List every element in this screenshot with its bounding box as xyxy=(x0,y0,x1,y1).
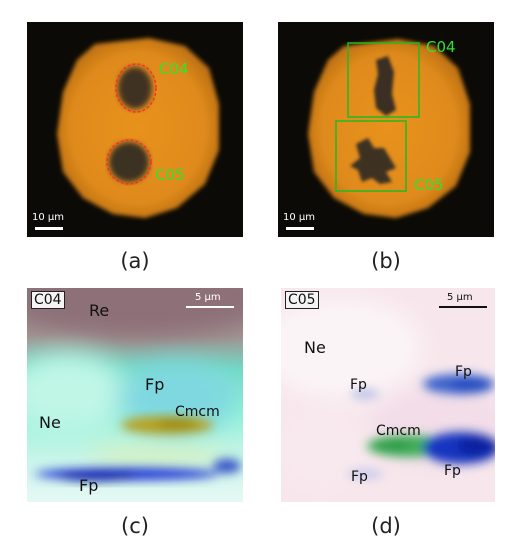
label-fp-bottom-right-d: Fp xyxy=(444,463,461,479)
label-c05-a: C05 xyxy=(155,166,185,184)
scale-bar-b xyxy=(286,227,314,230)
panel-d-tag: C05 xyxy=(285,291,319,309)
panel-a-micrograph: C04 C05 10 μm xyxy=(27,22,243,237)
scale-bar-label-a: 10 μm xyxy=(32,212,65,223)
scale-bar-label-d: 5 μm xyxy=(447,292,473,303)
label-fp-top-c: Fp xyxy=(145,375,165,394)
scale-bar-a xyxy=(35,227,63,230)
label-re: Re xyxy=(89,301,110,320)
grain-c05 xyxy=(350,138,396,184)
panel-d-image xyxy=(281,288,495,502)
grain-c04 xyxy=(374,56,396,116)
grain-c05 xyxy=(109,142,149,182)
panel-c-tag: C04 xyxy=(31,291,65,309)
caption-c: (c) xyxy=(121,514,149,538)
label-ne-d: Ne xyxy=(304,338,326,357)
caption-d: (d) xyxy=(371,514,401,538)
panel-b-micrograph: C04 C05 10 μm xyxy=(278,22,494,237)
label-c05-b: C05 xyxy=(414,176,444,194)
panel-a-image xyxy=(27,22,243,237)
panel-b-image xyxy=(278,22,494,237)
label-fp-left-d: Fp xyxy=(350,377,367,393)
scale-bar-c xyxy=(186,306,234,308)
label-fp-right-d: Fp xyxy=(455,364,472,380)
marker-c05 xyxy=(106,139,152,185)
label-c04-a: C04 xyxy=(159,60,189,78)
panel-c-phase-map: C04 5 μm Re Fp Cmcm Ne Fp xyxy=(27,288,243,502)
label-ne-c: Ne xyxy=(39,413,61,432)
label-fp-bottom-d: Fp xyxy=(351,469,368,485)
label-c04-b: C04 xyxy=(426,38,456,56)
label-fp-bottom-c: Fp xyxy=(79,476,99,495)
caption-a: (a) xyxy=(120,249,150,273)
label-cmcm-c: Cmcm xyxy=(175,404,220,420)
panel-c-image xyxy=(27,288,243,502)
fp-left-domain xyxy=(351,389,379,399)
box-c04 xyxy=(347,42,420,118)
box-c05 xyxy=(335,120,407,192)
marker-c04 xyxy=(115,63,157,113)
grain-c04 xyxy=(118,67,152,109)
panel-d-phase-map: C05 5 μm Ne Fp Fp Cmcm Fp Fp xyxy=(281,288,495,502)
sample-chamber xyxy=(57,38,219,218)
scale-bar-label-c: 5 μm xyxy=(195,292,221,303)
scale-bar-d xyxy=(439,306,487,308)
scale-bar-label-b: 10 μm xyxy=(283,212,316,223)
label-cmcm-d: Cmcm xyxy=(376,423,421,439)
caption-b: (b) xyxy=(371,249,401,273)
